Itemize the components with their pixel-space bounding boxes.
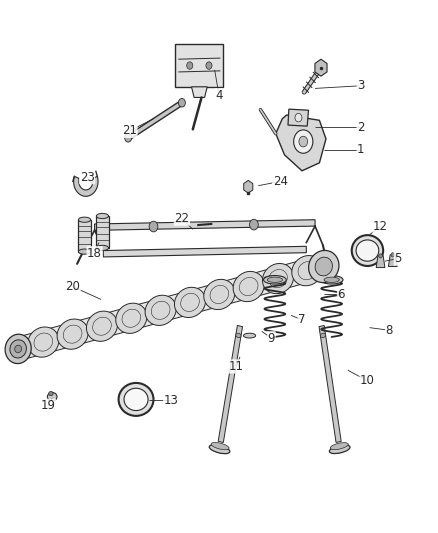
Ellipse shape <box>96 245 109 251</box>
Ellipse shape <box>10 340 26 358</box>
Ellipse shape <box>86 311 117 341</box>
Text: 11: 11 <box>229 360 244 373</box>
Ellipse shape <box>124 388 148 410</box>
Text: 12: 12 <box>373 220 388 233</box>
Text: 21: 21 <box>122 124 137 138</box>
Ellipse shape <box>116 303 147 333</box>
Text: 13: 13 <box>163 394 178 407</box>
Circle shape <box>125 134 132 142</box>
Text: 19: 19 <box>40 399 55 413</box>
Ellipse shape <box>320 333 325 337</box>
Text: 6: 6 <box>338 288 345 301</box>
Text: 5: 5 <box>394 252 402 265</box>
Ellipse shape <box>174 287 205 318</box>
Polygon shape <box>103 246 306 257</box>
Ellipse shape <box>145 295 176 326</box>
Polygon shape <box>74 176 98 196</box>
Polygon shape <box>244 180 253 193</box>
Ellipse shape <box>49 391 53 395</box>
Text: 9: 9 <box>268 332 275 345</box>
Ellipse shape <box>119 383 153 416</box>
Ellipse shape <box>209 445 230 454</box>
Circle shape <box>295 114 302 122</box>
Polygon shape <box>288 109 308 126</box>
Ellipse shape <box>28 327 59 357</box>
Circle shape <box>149 221 158 232</box>
Ellipse shape <box>324 277 339 282</box>
Circle shape <box>299 136 307 147</box>
Ellipse shape <box>267 277 283 282</box>
Ellipse shape <box>315 257 332 276</box>
Text: 18: 18 <box>87 247 102 260</box>
Ellipse shape <box>262 263 293 294</box>
Polygon shape <box>16 253 335 360</box>
Circle shape <box>293 130 313 154</box>
Ellipse shape <box>5 334 31 364</box>
Circle shape <box>187 62 193 69</box>
Text: 8: 8 <box>385 324 393 337</box>
Polygon shape <box>276 115 326 171</box>
Ellipse shape <box>96 213 109 219</box>
Ellipse shape <box>211 442 229 450</box>
Text: 23: 23 <box>80 171 95 184</box>
Ellipse shape <box>47 392 57 401</box>
Polygon shape <box>218 326 243 442</box>
Ellipse shape <box>57 319 88 349</box>
Text: 4: 4 <box>215 89 223 102</box>
Ellipse shape <box>15 345 21 353</box>
Text: 1: 1 <box>357 143 365 156</box>
Circle shape <box>250 219 258 230</box>
Text: 3: 3 <box>357 79 364 92</box>
Ellipse shape <box>320 276 343 284</box>
Text: 2: 2 <box>357 120 365 134</box>
FancyBboxPatch shape <box>78 220 91 252</box>
Ellipse shape <box>244 333 256 338</box>
Ellipse shape <box>236 333 241 337</box>
Text: 7: 7 <box>298 313 306 326</box>
Polygon shape <box>389 255 397 266</box>
Polygon shape <box>376 256 385 268</box>
Circle shape <box>178 99 185 107</box>
Ellipse shape <box>78 249 91 254</box>
Circle shape <box>206 62 212 69</box>
Polygon shape <box>315 59 327 76</box>
Text: 20: 20 <box>65 280 80 293</box>
Ellipse shape <box>309 251 339 282</box>
Ellipse shape <box>292 255 323 286</box>
Ellipse shape <box>330 442 348 450</box>
Ellipse shape <box>264 276 286 284</box>
FancyBboxPatch shape <box>96 216 109 248</box>
Ellipse shape <box>78 217 91 222</box>
Ellipse shape <box>352 235 383 266</box>
Text: 22: 22 <box>174 212 189 225</box>
Polygon shape <box>319 326 341 442</box>
Text: 10: 10 <box>360 374 375 387</box>
Circle shape <box>379 254 382 258</box>
Circle shape <box>391 253 395 257</box>
Ellipse shape <box>204 279 235 310</box>
Ellipse shape <box>329 445 350 454</box>
Polygon shape <box>191 87 207 98</box>
Ellipse shape <box>356 240 379 261</box>
Text: 24: 24 <box>272 175 288 188</box>
Ellipse shape <box>233 271 264 302</box>
FancyBboxPatch shape <box>175 44 223 87</box>
Polygon shape <box>95 220 315 230</box>
